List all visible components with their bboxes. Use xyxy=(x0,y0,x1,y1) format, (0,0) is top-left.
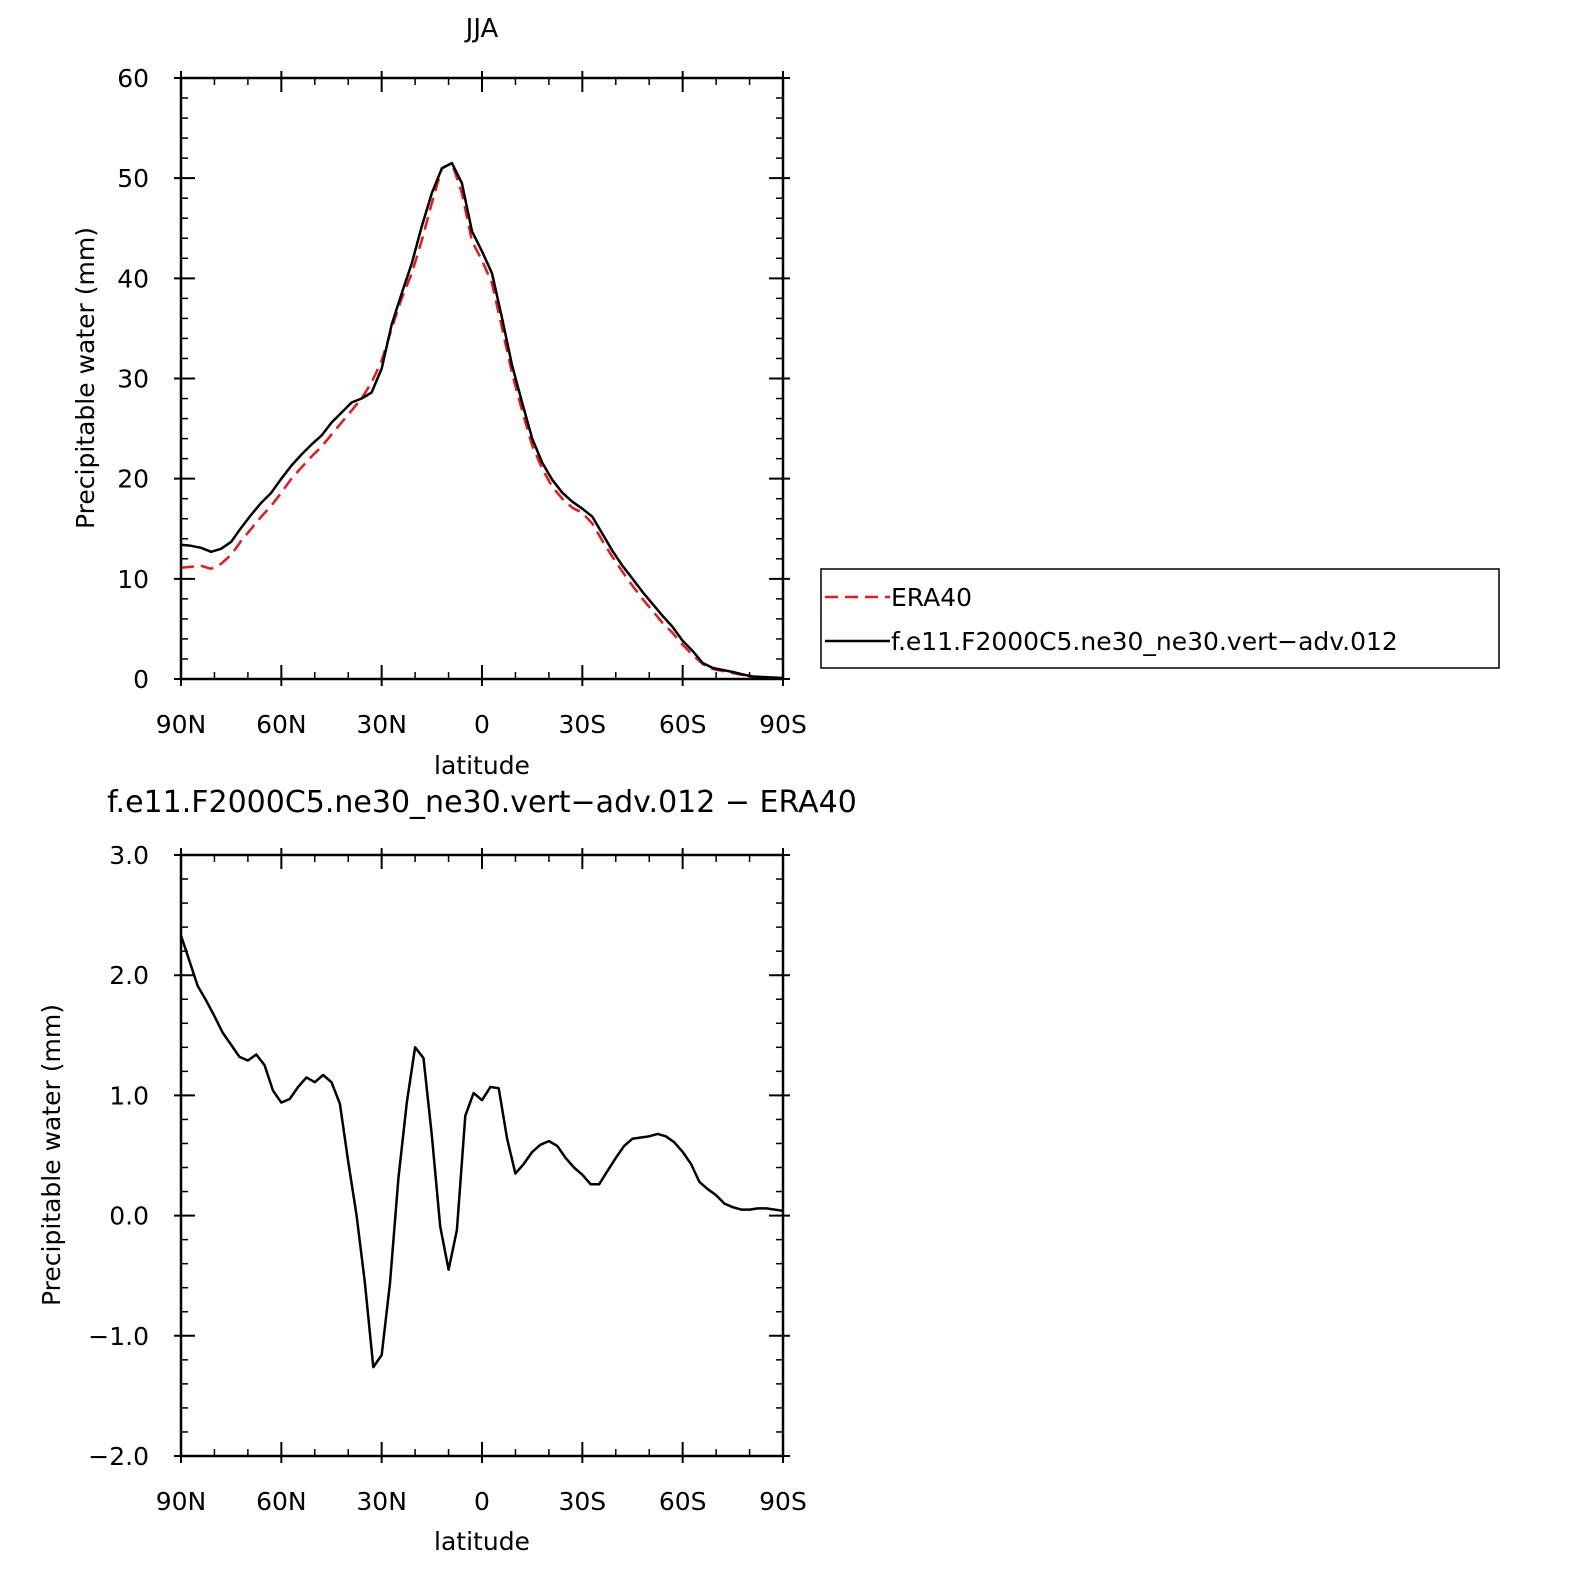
top-panel-y-tick-label: 30 xyxy=(117,365,149,394)
top-panel-x-axis-label: latitude xyxy=(434,751,530,780)
bottom-panel-frame xyxy=(179,853,785,1458)
top-panel-x-tick-label: 30N xyxy=(356,710,407,739)
legend: ERA40 f.e11.F2000C5.ne30_ne30.vert−adv.0… xyxy=(820,568,1500,669)
top-panel-series-line-dashed xyxy=(180,161,784,680)
top-panel-y-tick-label: 60 xyxy=(117,64,149,93)
top-panel-y-tick-label: 20 xyxy=(117,465,149,494)
top-panel-series xyxy=(180,161,784,680)
bottom-panel-y-tick-label: −1.0 xyxy=(88,1322,149,1351)
legend-model-label: f.e11.F2000C5.ne30_ne30.vert−adv.012 xyxy=(891,627,1398,656)
bottom-panel-title: f.e11.F2000C5.ne30_ne30.vert−adv.012 − E… xyxy=(107,785,857,820)
top-panel-tick-labels: 90N 60N 30N 0 30S 60S 90S 0 10 20 30 40 50 60 xyxy=(117,64,807,739)
bottom-panel-y-tick-label: −2.0 xyxy=(88,1442,149,1471)
top-panel-frame xyxy=(179,76,785,681)
bottom-panel-x-tick-label: 0 xyxy=(474,1487,490,1516)
top-panel-x-tick-label: 60N xyxy=(256,710,307,739)
bottom-panel-y-tick-label: 3.0 xyxy=(109,841,149,870)
top-panel-x-tick-label: 60S xyxy=(659,710,707,739)
legend-box xyxy=(820,568,1500,669)
bottom-panel-x-tick-label: 30N xyxy=(356,1487,407,1516)
bottom-panel-y-tick-label: 0.0 xyxy=(109,1202,149,1231)
bottom-panel-y-tick-label: 2.0 xyxy=(109,961,149,990)
bottom-panel-x-tick-label: 60S xyxy=(659,1487,707,1516)
top-panel-y-tick-label: 40 xyxy=(117,264,149,293)
legend-era40-label: ERA40 xyxy=(891,583,972,612)
bottom-panel-x-axis-label: latitude xyxy=(434,1527,530,1556)
bottom-panel-x-tick-label: 30S xyxy=(558,1487,606,1516)
top-panel-title: JJA xyxy=(464,14,499,44)
top-panel-y-tick-label: 0 xyxy=(133,665,149,694)
top-panel-y-tick-label: 50 xyxy=(117,164,149,193)
top-panel-x-tick-label: 30S xyxy=(558,710,606,739)
bottom-panel-y-tick-label: 1.0 xyxy=(109,1081,149,1110)
bottom-panel-y-axis-label: Precipitable water (mm) xyxy=(37,1004,66,1306)
bottom-panel-x-tick-label: 90S xyxy=(759,1487,807,1516)
bottom-panel-tick-labels: 90N 60N 30N 0 30S 60S 90S −2.0 −1.0 0.0 1.0 2.0 3.0 xyxy=(88,841,807,1516)
bottom-panel-series xyxy=(179,935,784,1369)
top-panel-y-axis-label: Precipitable water (mm) xyxy=(71,227,100,529)
bottom-panel: f.e11.F2000C5.ne30_ne30.vert−adv.012 − E… xyxy=(37,785,857,1556)
top-panel-series-line-solid xyxy=(180,161,784,680)
top-panel: JJA 90N 60N 30N 0 30S 60S 90S 0 10 20 30 40 50 60 lat… xyxy=(71,14,807,780)
top-panel-y-tick-label: 10 xyxy=(117,565,149,594)
top-panel-x-tick-label: 90N xyxy=(156,710,207,739)
bottom-panel-x-tick-label: 60N xyxy=(256,1487,307,1516)
bottom-panel-series-line-solid xyxy=(179,935,784,1369)
bottom-panel-x-tick-label: 90N xyxy=(156,1487,207,1516)
top-panel-x-tick-label: 90S xyxy=(759,710,807,739)
top-panel-x-tick-label: 0 xyxy=(474,710,490,739)
